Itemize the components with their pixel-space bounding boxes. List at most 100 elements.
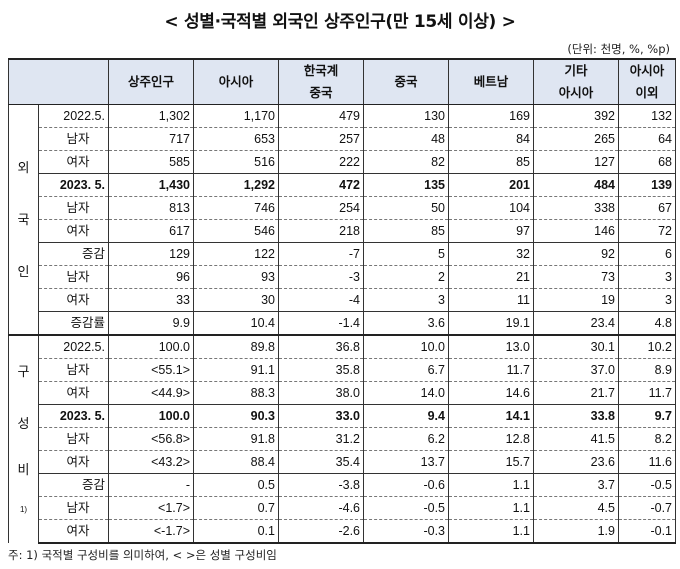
header-row: 상주인구 아시아 한국계 중국 중국 베트남 기타 아시아 아시아 이외 bbox=[8, 58, 676, 105]
table-cell: 15.7 bbox=[448, 450, 534, 474]
table-cell: 104 bbox=[448, 196, 534, 220]
row-label: 남자 bbox=[38, 496, 109, 520]
foreigner-group-char: 국 bbox=[17, 211, 30, 227]
table-cell: 11.7 bbox=[618, 381, 676, 405]
table-cell: 127 bbox=[533, 150, 619, 174]
table-cell: 1.9 bbox=[533, 519, 619, 544]
table-cell: 14.0 bbox=[363, 381, 449, 405]
table-cell: 21 bbox=[448, 265, 534, 289]
table-cell: 92 bbox=[533, 242, 619, 266]
table-cell: -0.5 bbox=[363, 496, 449, 520]
table-cell: -7 bbox=[278, 242, 364, 266]
table-cell: 218 bbox=[278, 219, 364, 243]
table-cell: 3.7 bbox=[533, 473, 619, 497]
foreigner-row: 2023. 5. 1,430 1,292 472 135 201 484 139 bbox=[9, 173, 676, 197]
table-cell: 0.5 bbox=[193, 473, 279, 497]
ratio-group-char: 구 bbox=[17, 363, 30, 379]
col-header-other-asia: 기타 아시아 bbox=[533, 58, 619, 105]
row-label: 여자 bbox=[38, 450, 109, 474]
table-cell: 11 bbox=[448, 288, 534, 312]
row-label: 2023. 5. bbox=[38, 173, 109, 197]
table-cell: 3 bbox=[363, 288, 449, 312]
table-cell: 19.1 bbox=[448, 311, 534, 335]
table-cell: 35.8 bbox=[278, 358, 364, 382]
table-cell: 32 bbox=[448, 242, 534, 266]
row-label: 2022.5. bbox=[38, 334, 109, 359]
table-cell: -2.6 bbox=[278, 519, 364, 544]
table-cell: 6.7 bbox=[363, 358, 449, 382]
row-label: 여자 bbox=[38, 288, 109, 312]
table-cell: 122 bbox=[193, 242, 279, 266]
table-cell: 1.1 bbox=[448, 519, 534, 544]
row-label: 남자 bbox=[38, 127, 109, 151]
table-cell: 653 bbox=[193, 127, 279, 151]
col-header-korean-chinese: 한국계 중국 bbox=[278, 58, 364, 105]
table-title: < 성별·국적별 외국인 상주인구(만 15세 이상) > bbox=[164, 12, 516, 32]
footnote: 주: 1) 국적별 구성비를 의미하여, < >은 성별 구성비임 bbox=[8, 548, 277, 562]
row-label: 남자 bbox=[38, 196, 109, 220]
foreigner-group-char: 인 bbox=[17, 263, 30, 279]
row-label: 여자 bbox=[38, 519, 109, 544]
table-cell: 14.6 bbox=[448, 381, 534, 405]
row-label: 남자 bbox=[38, 358, 109, 382]
table-cell: 135 bbox=[363, 173, 449, 197]
table-cell: 746 bbox=[193, 196, 279, 220]
foreigner-row: 여자 33 30 -4 3 11 19 3 bbox=[9, 288, 676, 312]
table-cell: 68 bbox=[618, 150, 676, 174]
table-cell: 9.4 bbox=[363, 404, 449, 428]
row-label: 증감 bbox=[38, 473, 109, 497]
table-cell: 1,170 bbox=[193, 104, 279, 128]
row-label: 증감 bbox=[38, 242, 109, 266]
table-cell: 132 bbox=[618, 104, 676, 128]
table-cell: -4.6 bbox=[278, 496, 364, 520]
table-cell: 41.5 bbox=[533, 427, 619, 451]
foreigner-row: 증감률 9.9 10.4 -1.4 3.6 19.1 23.4 4.8 bbox=[9, 311, 676, 335]
table-cell: 85 bbox=[448, 150, 534, 174]
table-cell: 1.1 bbox=[448, 473, 534, 497]
ratio-row: 여자 <44.9> 88.3 38.0 14.0 14.6 21.7 11.7 bbox=[9, 381, 676, 405]
ratio-row: 남자 <1.7> 0.7 -4.6 -0.5 1.1 4.5 -0.7 bbox=[9, 496, 676, 520]
table-cell: 30 bbox=[193, 288, 279, 312]
ratio-row: 증감 -0.5 -3.8 -0.6 1.1 3.7 -0.5 bbox=[9, 473, 676, 497]
table-cell: 338 bbox=[533, 196, 619, 220]
table-cell: 0.7 bbox=[193, 496, 279, 520]
table-cell: <56.8> bbox=[108, 427, 194, 451]
table-cell: 33.8 bbox=[533, 404, 619, 428]
table-cell: 21.7 bbox=[533, 381, 619, 405]
table-cell: 84 bbox=[448, 127, 534, 151]
col-header-resident: 상주인구 bbox=[108, 58, 194, 105]
ratio-row: 남자 <56.8> 91.8 31.2 6.2 12.8 41.5 8.2 bbox=[9, 427, 676, 451]
table-cell: -3 bbox=[278, 265, 364, 289]
table-cell: 169 bbox=[448, 104, 534, 128]
table-cell: -0.6 bbox=[363, 473, 449, 497]
col-header-asia: 아시아 bbox=[193, 58, 279, 105]
table-cell: 100.0 bbox=[108, 334, 194, 359]
table-cell: 4.8 bbox=[618, 311, 676, 335]
table-cell: 546 bbox=[193, 219, 279, 243]
table-cell: 254 bbox=[278, 196, 364, 220]
table-cell: 12.8 bbox=[448, 427, 534, 451]
table-cell: 1.1 bbox=[448, 496, 534, 520]
table-cell: 73 bbox=[533, 265, 619, 289]
table-cell: 36.8 bbox=[278, 334, 364, 359]
col-header-vietnam: 베트남 bbox=[448, 58, 534, 105]
table-cell: 1,430 bbox=[108, 173, 194, 197]
table-cell: 484 bbox=[533, 173, 619, 197]
ratio-row: 남자 <55.1> 91.1 35.8 6.7 11.7 37.0 8.9 bbox=[9, 358, 676, 382]
table-cell: 717 bbox=[108, 127, 194, 151]
table-cell: 3.6 bbox=[363, 311, 449, 335]
table-cell: 130 bbox=[363, 104, 449, 128]
table-cell: 5 bbox=[363, 242, 449, 266]
table-cell: <55.1> bbox=[108, 358, 194, 382]
row-label: 여자 bbox=[38, 219, 109, 243]
table-cell: 13.7 bbox=[363, 450, 449, 474]
table-cell: 6 bbox=[618, 242, 676, 266]
table-cell: 617 bbox=[108, 219, 194, 243]
table-cell: 23.6 bbox=[533, 450, 619, 474]
table-cell: -0.1 bbox=[618, 519, 676, 544]
row-label: 여자 bbox=[38, 381, 109, 405]
table-cell: 3 bbox=[618, 265, 676, 289]
col-header-china: 중국 bbox=[363, 58, 449, 105]
foreigner-group-char: 외 bbox=[17, 159, 30, 175]
